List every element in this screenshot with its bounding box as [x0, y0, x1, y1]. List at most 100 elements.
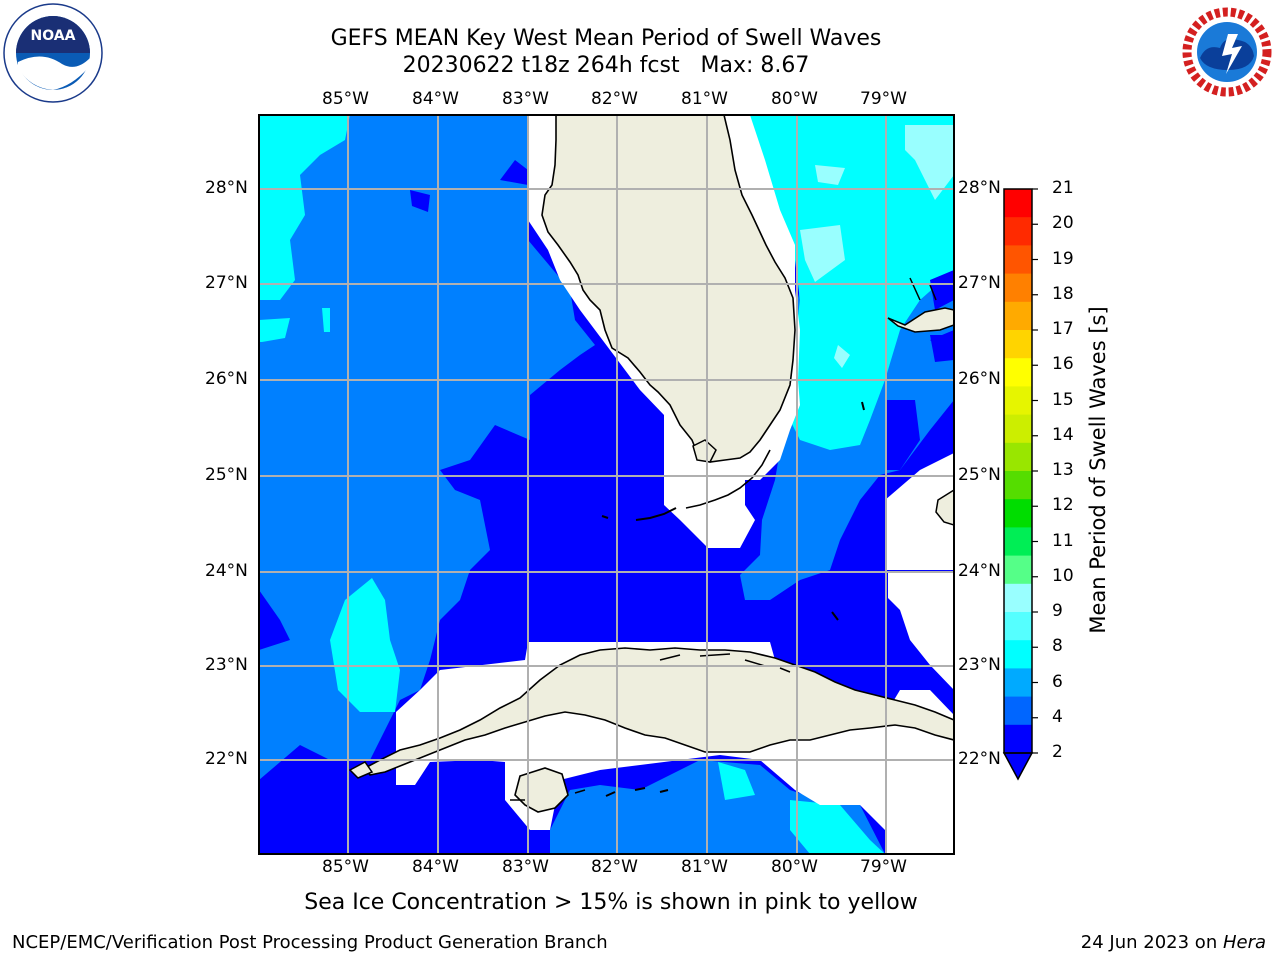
- lat-label-left: 22°N: [205, 749, 248, 769]
- colorbar-tick-label: 2: [1052, 742, 1063, 762]
- lon-label-bottom: 84°W: [412, 857, 459, 877]
- swell-patch: [815, 165, 845, 185]
- masked-region-bahamas: [885, 453, 954, 570]
- colorbar-swatch: [1004, 442, 1032, 472]
- lat-label-left: 26°N: [205, 369, 248, 389]
- lat-label-left: 25°N: [205, 465, 248, 485]
- masked-region-keys: [664, 470, 745, 520]
- colorbar-tick-label: 11: [1052, 530, 1074, 551]
- colorbar-swatch: [1004, 301, 1032, 331]
- colorbar-swatch: [1004, 527, 1032, 557]
- sea-ice-note: Sea Ice Concentration > 15% is shown in …: [304, 890, 918, 915]
- colorbar-tick-label: 4: [1052, 706, 1063, 727]
- colorbar-extend-arrow: [1002, 752, 1034, 781]
- lat-label-right: 25°N: [958, 465, 1001, 485]
- map-gridlines: [259, 115, 954, 854]
- colorbar-swatch: [1004, 612, 1032, 641]
- colorbar-swatch: [1004, 386, 1032, 416]
- lat-label-right: 28°N: [958, 178, 1001, 198]
- colorbar-swatch: [1004, 640, 1032, 669]
- colorbar-tick-label: 17: [1052, 319, 1074, 339]
- colorbar-tick-label: 14: [1052, 424, 1074, 445]
- lon-label-top: 85°W: [322, 89, 369, 109]
- lon-label-bottom: 81°W: [681, 857, 728, 877]
- colorbar-swatch: [1004, 696, 1032, 726]
- lon-label-bottom: 83°W: [502, 857, 549, 877]
- colorbar-tick-label: 9: [1052, 601, 1063, 621]
- lat-label-right: 22°N: [958, 749, 1001, 769]
- colorbar-swatch: [1004, 414, 1032, 444]
- colorbar-tick-label: 18: [1052, 283, 1074, 304]
- lon-label-top: 79°W: [860, 89, 907, 109]
- footer-host: Hera: [1222, 932, 1266, 953]
- swell-patch: [320, 800, 330, 815]
- footer-date-text: 24 Jun 2023 on: [1080, 932, 1223, 953]
- colorbar-title: Mean Period of Swell Waves [s]: [1086, 306, 1110, 634]
- lon-label-top: 84°W: [412, 89, 459, 109]
- swell-patch: [790, 800, 885, 854]
- swell-level-8-east: [800, 225, 845, 282]
- colorbar-tick-label: 19: [1052, 248, 1074, 269]
- swell-patch: [905, 125, 954, 200]
- map-plot-area: [259, 115, 954, 854]
- swell-patch: [259, 590, 290, 650]
- swell-level-6-east: [750, 115, 954, 450]
- lat-label-left: 28°N: [205, 178, 248, 198]
- land-florida: [541, 115, 796, 463]
- colorbar-swatch: [1004, 217, 1032, 246]
- swell-patch: [834, 345, 850, 368]
- lat-label-right: 27°N: [958, 273, 1001, 293]
- colorbar-swatch: [1004, 330, 1032, 359]
- nws-logo-icon: [1181, 6, 1273, 98]
- lon-label-top: 81°W: [681, 89, 728, 109]
- noaa-logo-text: NOAA: [31, 28, 76, 44]
- colorbar-tick-label: 12: [1052, 495, 1074, 516]
- colorbar: [1002, 188, 1038, 781]
- swell-patch: [930, 335, 954, 362]
- lat-label-left: 24°N: [205, 561, 248, 581]
- land-keys: [685, 449, 771, 509]
- lat-label-right: 23°N: [958, 655, 1001, 675]
- colorbar-swatch: [1004, 724, 1032, 754]
- colorbar-tick-label: 15: [1052, 389, 1074, 410]
- lat-label-right: 24°N: [958, 561, 1001, 581]
- chart-subtitle: 20230622 t18z 264h fcst Max: 8.67: [402, 53, 810, 78]
- swell-level-6-south: [718, 762, 755, 800]
- colorbar-tick-label: 13: [1052, 460, 1074, 480]
- lat-label-left: 23°N: [205, 655, 248, 675]
- noaa-logo-icon: NOAA: [3, 3, 103, 103]
- colorbar-tick-label: 20: [1052, 213, 1074, 234]
- colorbar-tick-label: 10: [1052, 565, 1074, 586]
- colorbar-swatch: [1004, 471, 1032, 500]
- swell-patch: [259, 318, 290, 342]
- lon-label-top: 80°W: [771, 89, 818, 109]
- colorbar-swatch: [1004, 245, 1032, 275]
- swell-patch: [322, 308, 330, 332]
- lon-label-bottom: 82°W: [591, 857, 638, 877]
- lon-label-bottom: 79°W: [860, 857, 907, 877]
- swell-level-6-west-north: [259, 115, 350, 300]
- colorbar-swatch: [1004, 189, 1032, 218]
- colorbar-tick-label: 16: [1052, 354, 1074, 375]
- land-andros: [935, 489, 954, 526]
- colorbar-swatch: [1004, 583, 1032, 613]
- land-cuba: [363, 647, 954, 776]
- footer-credit: NCEP/EMC/Verification Post Processing Pr…: [12, 932, 608, 953]
- lon-label-top: 82°W: [591, 89, 638, 109]
- swell-patch: [885, 400, 920, 470]
- lon-label-bottom: 80°W: [771, 857, 818, 877]
- swell-patch: [410, 190, 430, 212]
- lat-label-left: 27°N: [205, 273, 248, 293]
- masked-region: [888, 572, 954, 690]
- lat-label-right: 26°N: [958, 369, 1001, 389]
- map-frame: [258, 114, 955, 855]
- colorbar-swatch: [1004, 358, 1032, 387]
- colorbar-swatch: [1004, 668, 1032, 698]
- colorbar-tick-label: 8: [1052, 636, 1063, 657]
- lon-label-top: 83°W: [502, 89, 549, 109]
- land-grand-bahama: [887, 307, 954, 333]
- footer-date: 24 Jun 2023 on Hera: [1081, 932, 1266, 953]
- lon-label-bottom: 85°W: [322, 857, 369, 877]
- colorbar-swatch: [1004, 555, 1032, 585]
